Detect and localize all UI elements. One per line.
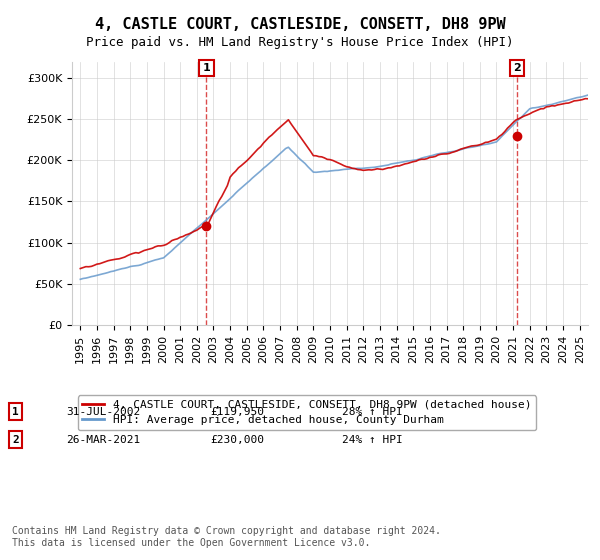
Text: £119,950: £119,950 [210,407,264,417]
Text: 2: 2 [513,63,521,73]
Text: Contains HM Land Registry data © Crown copyright and database right 2024.
This d: Contains HM Land Registry data © Crown c… [12,526,441,548]
Text: 1: 1 [203,63,211,73]
Text: 24% ↑ HPI: 24% ↑ HPI [342,435,403,445]
Legend: 4, CASTLE COURT, CASTLESIDE, CONSETT, DH8 9PW (detached house), HPI: Average pri: 4, CASTLE COURT, CASTLESIDE, CONSETT, DH… [77,395,536,430]
Text: 26-MAR-2021: 26-MAR-2021 [66,435,140,445]
Text: Price paid vs. HM Land Registry's House Price Index (HPI): Price paid vs. HM Land Registry's House … [86,36,514,49]
Text: 31-JUL-2002: 31-JUL-2002 [66,407,140,417]
Text: 2: 2 [12,435,19,445]
Text: 1: 1 [12,407,19,417]
Text: 4, CASTLE COURT, CASTLESIDE, CONSETT, DH8 9PW: 4, CASTLE COURT, CASTLESIDE, CONSETT, DH… [95,17,505,32]
Text: 28% ↑ HPI: 28% ↑ HPI [342,407,403,417]
Text: £230,000: £230,000 [210,435,264,445]
